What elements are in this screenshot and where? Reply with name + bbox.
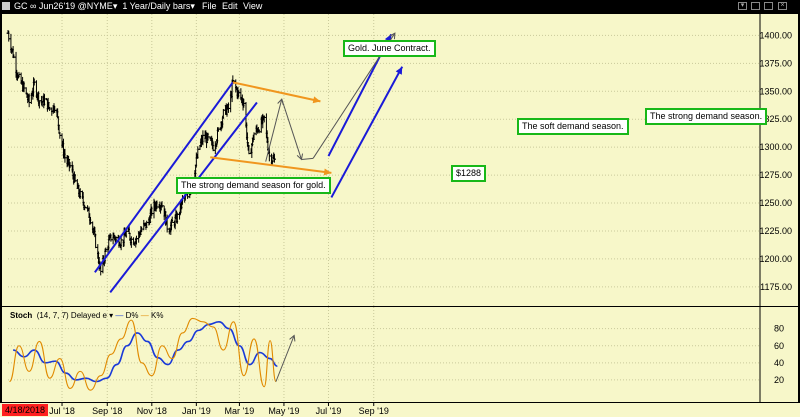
blue-trendline bbox=[109, 101, 258, 294]
symbol-label[interactable]: GC ∞ Jun26'19 @NYME▾ 1 Year/Daily bars▾ bbox=[14, 1, 195, 11]
y-tick-label: 1175.00 bbox=[760, 282, 792, 292]
price-chart: 1175.00 1200.00 1225.00 1250.00 1275.00 1300.… bbox=[6, 14, 792, 306]
blue-trendline bbox=[330, 66, 404, 198]
menu-file[interactable]: File bbox=[202, 1, 217, 11]
projection-arrowhead bbox=[389, 32, 396, 40]
stoch-tick-label: 40 bbox=[774, 358, 784, 368]
date-tick-label: Sep '18 bbox=[92, 406, 122, 416]
stoch-line-d bbox=[12, 321, 278, 383]
k-legend-label: K% bbox=[151, 311, 164, 320]
projection-segment bbox=[265, 98, 283, 162]
menu-view[interactable]: View bbox=[243, 1, 263, 11]
annotation-price-tag: $1288 bbox=[451, 165, 487, 182]
stoch-projection-arrowhead bbox=[289, 334, 296, 342]
stochastic-panel: 20 40 60 80 Stoch (14, 7, 7) Delayed e ▾ — … bbox=[2, 307, 798, 402]
minimize-icon[interactable] bbox=[751, 2, 760, 10]
y-tick-label: 1350.00 bbox=[759, 86, 792, 96]
y-tick-label: 1275.00 bbox=[759, 170, 792, 180]
y-tick-label: 1300.00 bbox=[759, 142, 792, 152]
blue-trendline-arrowhead bbox=[395, 66, 403, 75]
y-tick-label: 1200.00 bbox=[759, 254, 792, 264]
date-tick-label: Jan '19 bbox=[182, 406, 211, 416]
projection-segment bbox=[281, 98, 302, 160]
projection-segment bbox=[301, 157, 314, 160]
d-legend-label: D% bbox=[125, 311, 139, 320]
date-tick-label: Sep '19 bbox=[359, 406, 389, 416]
date-tick-label: Nov '18 bbox=[137, 406, 167, 416]
price-panel: 1175.00 1200.00 1225.00 1250.00 1275.00 1300.… bbox=[2, 14, 798, 306]
chart-window-icon bbox=[2, 2, 10, 10]
stoch-tick-label: 20 bbox=[774, 375, 784, 385]
date-tick-label: Jul '19 bbox=[316, 406, 342, 416]
stoch-label: Stoch bbox=[10, 311, 33, 320]
stoch-line-k bbox=[8, 317, 277, 391]
stoch-tick-label: 60 bbox=[774, 341, 784, 351]
menu-edit[interactable]: Edit bbox=[222, 1, 238, 11]
d-legend-swatch: — bbox=[115, 311, 124, 320]
annotation-soft-demand: The soft demand season. bbox=[517, 118, 629, 135]
restore-icon[interactable] bbox=[764, 2, 773, 10]
y-tick-label: 1400.00 bbox=[759, 30, 792, 40]
orange-trendline-arrowhead bbox=[323, 168, 332, 176]
title-bar: GC ∞ Jun26'19 @NYME▾ 1 Year/Daily bars▾ … bbox=[0, 0, 800, 12]
orange-trendline bbox=[232, 81, 321, 103]
dropdown-icon[interactable]: ▾ bbox=[738, 2, 747, 10]
y-tick-label: 1250.00 bbox=[759, 198, 792, 208]
y-tick-label: 1375.00 bbox=[759, 58, 792, 68]
date-tick-label: Jul '18 bbox=[49, 406, 75, 416]
stochastic-chart: 20 40 60 80 bbox=[8, 307, 784, 402]
stoch-header: Stoch (14, 7, 7) Delayed e ▾ — D% — K% bbox=[10, 311, 164, 320]
y-tick-label: 1225.00 bbox=[759, 226, 792, 236]
stoch-tick-label: 80 bbox=[774, 324, 784, 334]
date-axis: Jul '18 Sep '18 Nov '18 Jan '19 Mar '19 May '… bbox=[0, 403, 800, 417]
annotation-gold-contract: Gold. June Contract. bbox=[343, 40, 436, 57]
date-axis-labels: Jul '18 Sep '18 Nov '18 Jan '19 Mar '19 May '… bbox=[49, 403, 389, 416]
orange-trendline bbox=[210, 156, 332, 174]
date-tick-label: May '19 bbox=[268, 406, 299, 416]
stoch-projection-arrow bbox=[275, 335, 295, 382]
first-date-label: 4/18/2018 bbox=[2, 404, 49, 416]
annotation-strong-demand-right: The strong demand season. bbox=[645, 108, 768, 125]
k-legend-swatch: — bbox=[140, 311, 149, 320]
annotation-strong-demand-left: The strong demand season for gold. bbox=[176, 177, 331, 194]
symbol-text: GC ∞ Jun26'19 @NYME bbox=[14, 1, 113, 11]
blue-trendline bbox=[94, 81, 234, 273]
close-icon[interactable]: × bbox=[778, 2, 787, 10]
stoch-params: (14, 7, 7) Delayed e bbox=[36, 311, 107, 320]
date-tick-label: Mar '19 bbox=[225, 406, 255, 416]
orange-trendline-arrowhead bbox=[312, 96, 321, 104]
timeframe-text[interactable]: 1 Year/Daily bars bbox=[122, 1, 191, 11]
y-tick-label: 1325.00 bbox=[759, 114, 792, 124]
